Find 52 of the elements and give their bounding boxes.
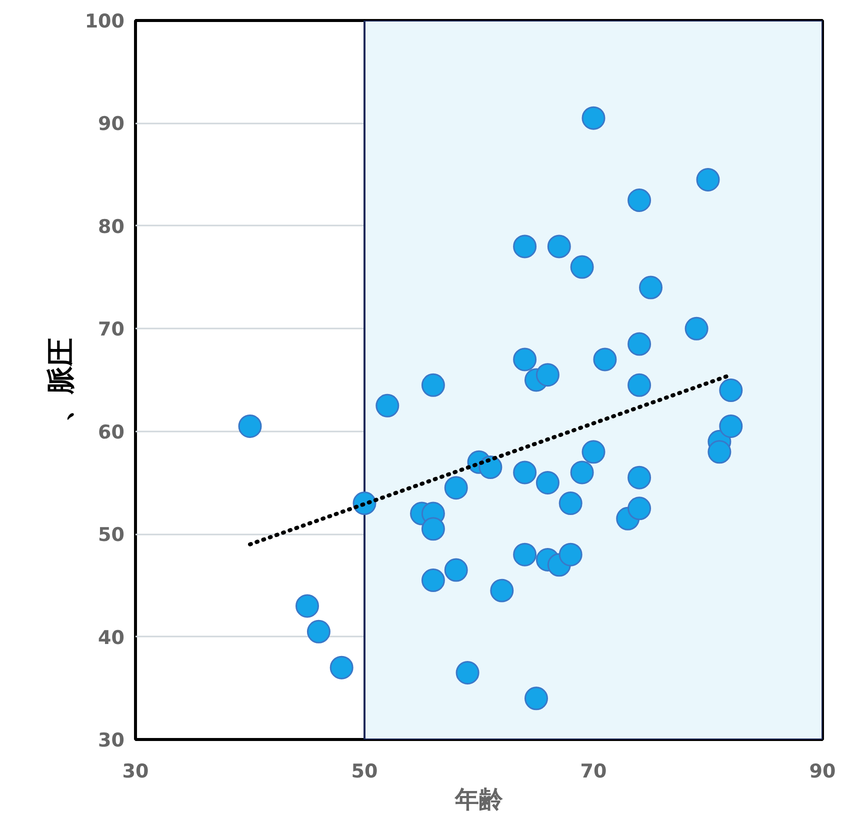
point — [628, 466, 652, 490]
point — [558, 542, 582, 566]
point — [513, 460, 537, 484]
point — [558, 492, 582, 515]
y-tick-label: 80 — [98, 216, 125, 238]
point — [376, 394, 400, 418]
y-axis-title: 、脈圧 — [44, 338, 77, 422]
x-axis-title: 年齢 — [454, 786, 504, 814]
x-tick-label: 30 — [122, 760, 149, 782]
point — [238, 414, 262, 438]
point — [296, 594, 319, 618]
point — [547, 234, 571, 258]
point — [444, 476, 468, 500]
y-tick-label: 30 — [98, 730, 125, 752]
point — [444, 558, 468, 582]
point — [570, 255, 594, 279]
point — [708, 440, 732, 464]
point — [628, 496, 652, 520]
point — [719, 378, 743, 402]
x-tick-label: 90 — [809, 760, 836, 782]
point — [513, 234, 537, 258]
point — [536, 363, 560, 387]
point — [456, 661, 480, 684]
point — [719, 414, 743, 438]
point — [421, 568, 445, 592]
y-tick-label: 70 — [98, 318, 125, 341]
point — [684, 316, 708, 340]
point — [421, 373, 445, 397]
point — [513, 542, 537, 566]
point — [306, 620, 330, 644]
point — [628, 373, 652, 397]
point — [513, 348, 537, 372]
y-tick-label: 50 — [98, 524, 125, 546]
point — [593, 348, 617, 372]
y-tick-label: 40 — [98, 626, 125, 649]
y-tick-label: 90 — [98, 113, 125, 136]
point — [421, 517, 445, 541]
point — [628, 188, 652, 212]
point — [582, 106, 606, 130]
point — [570, 460, 594, 484]
y-tick-label: 60 — [98, 421, 125, 444]
point — [524, 686, 548, 710]
point — [582, 440, 606, 464]
point — [330, 656, 354, 680]
point — [639, 276, 662, 300]
point — [628, 332, 652, 356]
point — [536, 470, 560, 494]
point — [490, 578, 514, 602]
x-tick-label: 70 — [580, 760, 607, 782]
x-tick-label: 50 — [351, 760, 378, 782]
point — [696, 168, 720, 192]
y-tick-label: 100 — [84, 10, 125, 32]
